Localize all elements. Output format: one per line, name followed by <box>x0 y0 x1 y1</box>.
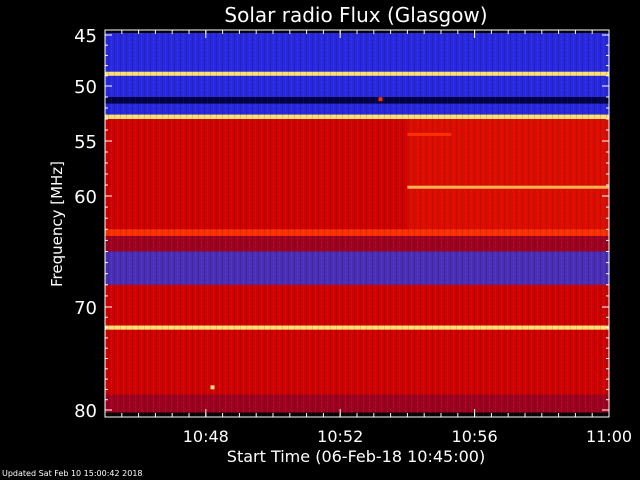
emission-spot-4 <box>210 385 215 390</box>
emission-spot-3 <box>378 97 383 102</box>
update-timestamp: Updated Sat Feb 10 15:00:42 2018 <box>2 469 143 478</box>
y-tick-label-55: 55 <box>74 132 97 153</box>
x-tick-label-10:52: 10:52 <box>317 427 363 446</box>
texture-overlay <box>105 30 609 417</box>
y-axis-label: Frequency [MHz] <box>48 161 66 287</box>
axis-ticks: 45 50 55 60 70 80 10:48 10:52 10:56 11:00 <box>74 26 632 446</box>
y-tick-label-45: 45 <box>74 26 97 47</box>
heatmap-area <box>105 30 609 417</box>
x-tick-label-10:48: 10:48 <box>183 427 229 446</box>
y-tick-label-80: 80 <box>74 401 97 422</box>
y-tick-label-60: 60 <box>74 187 97 208</box>
emission-step-2 <box>407 119 609 230</box>
x-axis-label: Start Time (06-Feb-18 10:45:00) <box>227 447 485 466</box>
chart-title: Solar radio Flux (Glasgow) <box>224 3 487 27</box>
y-tick-label-70: 70 <box>74 298 97 319</box>
emission-line-1 <box>407 132 452 136</box>
emission-line-0 <box>407 185 609 189</box>
x-tick-label-11:00: 11:00 <box>586 427 632 446</box>
y-tick-label-50: 50 <box>74 77 97 98</box>
x-tick-label-10:56: 10:56 <box>452 427 498 446</box>
